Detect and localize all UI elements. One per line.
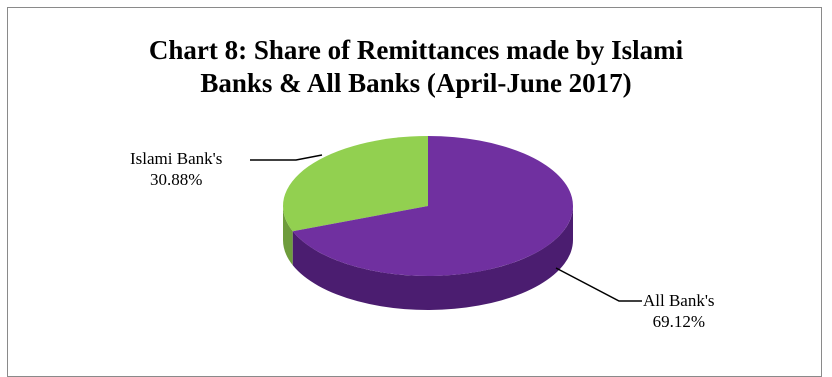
chart-title-line-2: Banks & All Banks (April-June 2017)	[200, 68, 632, 98]
data-label-all-bank-name: All Bank's	[643, 291, 715, 310]
pie-slice-all-bank	[292, 136, 573, 276]
pie-side-0-0	[283, 206, 293, 266]
data-label-islami-bank-name: Islami Bank's	[130, 149, 223, 168]
data-label-all-bank: All Bank's 69.12%	[643, 290, 715, 332]
pie-slice-islami-bank	[283, 135, 428, 232]
pie-chart	[250, 135, 642, 310]
chart-title-line-1: Chart 8: Share of Remittances made by Is…	[148, 35, 684, 65]
data-label-all-bank-value: 69.12%	[652, 312, 705, 331]
pie-side-1-0	[292, 206, 573, 310]
leader-line-all-bank	[555, 267, 642, 302]
data-label-islami-bank: Islami Bank's 30.88%	[130, 148, 222, 190]
leader-line-islami-bank	[250, 154, 323, 161]
data-label-islami-bank-value: 30.88%	[149, 170, 203, 189]
